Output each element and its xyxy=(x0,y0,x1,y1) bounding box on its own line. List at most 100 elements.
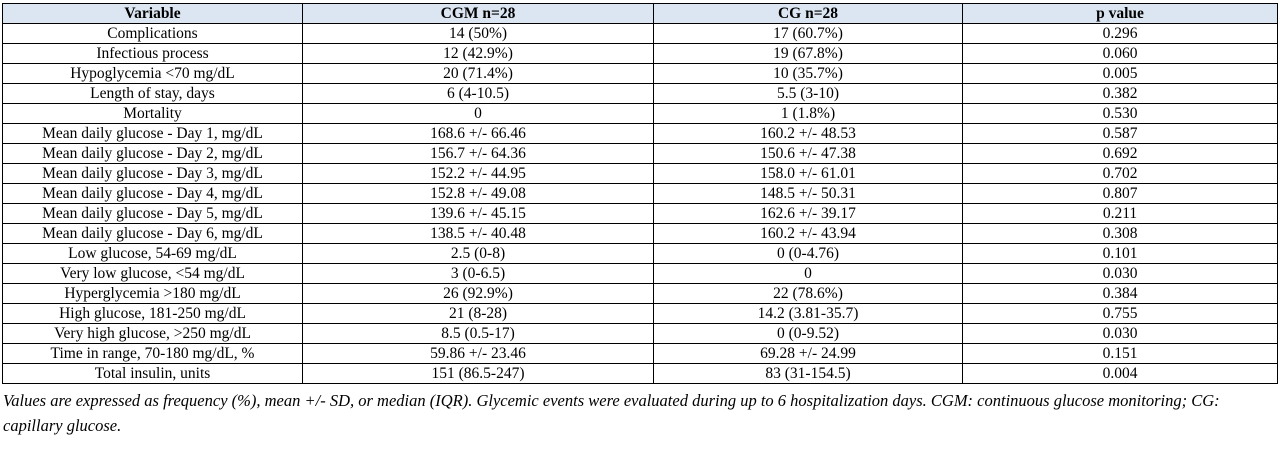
cell-cg: 162.6 +/- 39.17 xyxy=(653,203,963,224)
cell-variable: Length of stay, days xyxy=(2,83,303,104)
cell-cg: 83 (31-154.5) xyxy=(653,363,963,384)
cell-p-value: 0.101 xyxy=(962,243,1278,264)
cell-cg: 1 (1.8%) xyxy=(653,103,963,124)
cell-p-value: 0.005 xyxy=(962,63,1278,84)
cell-variable: Infectious process xyxy=(2,43,303,64)
cell-p-value: 0.530 xyxy=(962,103,1278,124)
cell-cgm: 138.5 +/- 40.48 xyxy=(302,223,654,244)
cell-cgm: 20 (71.4%) xyxy=(302,63,654,84)
cell-p-value: 0.755 xyxy=(962,303,1278,324)
header-row: Variable CGM n=28 CG n=28 p value xyxy=(2,3,1278,24)
table-row: Complications 14 (50%) 17 (60.7%) 0.296 xyxy=(2,23,1278,44)
cell-variable: Mean daily glucose - Day 1, mg/dL xyxy=(2,123,303,144)
table-row: Total insulin, units 151 (86.5-247) 83 (31… xyxy=(2,363,1278,384)
cell-variable: Mean daily glucose - Day 2, mg/dL xyxy=(2,143,303,164)
table-row: Low glucose, 54-69 mg/dL 2.5 (0-8) 0 (0-4.… xyxy=(2,243,1278,264)
table-row: Mean daily glucose - Day 3, mg/dL 152.2 +… xyxy=(2,163,1278,184)
cell-cgm: 8.5 (0.5-17) xyxy=(302,323,654,344)
cell-p-value: 0.692 xyxy=(962,143,1278,164)
cell-p-value: 0.384 xyxy=(962,283,1278,304)
cell-variable: Mean daily glucose - Day 4, mg/dL xyxy=(2,183,303,204)
cell-cg: 158.0 +/- 61.01 xyxy=(653,163,963,184)
cell-cgm: 21 (8-28) xyxy=(302,303,654,324)
cell-cg: 0 xyxy=(653,263,963,284)
cell-cg: 19 (67.8%) xyxy=(653,43,963,64)
table-row: Very low glucose, <54 mg/dL 3 (0-6.5) 0 0.0… xyxy=(2,263,1278,284)
cell-variable: Very low glucose, <54 mg/dL xyxy=(2,263,303,284)
table-row: High glucose, 181-250 mg/dL 21 (8-28) 14.2… xyxy=(2,303,1278,324)
cell-variable: Mean daily glucose - Day 6, mg/dL xyxy=(2,223,303,244)
table-row: Mean daily glucose - Day 2, mg/dL 156.7 +… xyxy=(2,143,1278,164)
cell-variable: Time in range, 70-180 mg/dL, % xyxy=(2,343,303,364)
cell-p-value: 0.211 xyxy=(962,203,1278,224)
cell-cg: 22 (78.6%) xyxy=(653,283,963,304)
table-row: Hyperglycemia >180 mg/dL 26 (92.9%) 22 (78… xyxy=(2,283,1278,304)
cell-cg: 148.5 +/- 50.31 xyxy=(653,183,963,204)
cell-cgm: 168.6 +/- 66.46 xyxy=(302,123,654,144)
header-p-value: p value xyxy=(962,3,1278,24)
cell-p-value: 0.702 xyxy=(962,163,1278,184)
cell-p-value: 0.030 xyxy=(962,263,1278,284)
cell-p-value: 0.296 xyxy=(962,23,1278,44)
cell-cg: 5.5 (3-10) xyxy=(653,83,963,104)
cell-cgm: 12 (42.9%) xyxy=(302,43,654,64)
results-table: Variable CGM n=28 CG n=28 p value Compli… xyxy=(2,3,1278,384)
cell-cgm: 6 (4-10.5) xyxy=(302,83,654,104)
cell-cgm: 156.7 +/- 64.36 xyxy=(302,143,654,164)
cell-p-value: 0.807 xyxy=(962,183,1278,204)
cell-p-value: 0.587 xyxy=(962,123,1278,144)
header-cg: CG n=28 xyxy=(653,3,963,24)
cell-cg: 17 (60.7%) xyxy=(653,23,963,44)
cell-p-value: 0.382 xyxy=(962,83,1278,104)
header-variable: Variable xyxy=(2,3,303,24)
cell-variable: Very high glucose, >250 mg/dL xyxy=(2,323,303,344)
table-row: Mean daily glucose - Day 4, mg/dL 152.8 +… xyxy=(2,183,1278,204)
table-row: Very high glucose, >250 mg/dL 8.5 (0.5-17… xyxy=(2,323,1278,344)
cell-p-value: 0.030 xyxy=(962,323,1278,344)
cell-cgm: 0 xyxy=(302,103,654,124)
cell-p-value: 0.004 xyxy=(962,363,1278,384)
cell-p-value: 0.151 xyxy=(962,343,1278,364)
table-header: Variable CGM n=28 CG n=28 p value xyxy=(2,3,1278,24)
cell-p-value: 0.308 xyxy=(962,223,1278,244)
table-row: Infectious process 12 (42.9%) 19 (67.8%) 0.… xyxy=(2,43,1278,64)
cell-variable: Low glucose, 54-69 mg/dL xyxy=(2,243,303,264)
table-row: Mortality 0 1 (1.8%) 0.530 xyxy=(2,103,1278,124)
cell-cg: 0 (0-4.76) xyxy=(653,243,963,264)
cell-cgm: 2.5 (0-8) xyxy=(302,243,654,264)
cell-variable: Hyperglycemia >180 mg/dL xyxy=(2,283,303,304)
header-cgm: CGM n=28 xyxy=(302,3,654,24)
table-footnote: Values are expressed as frequency (%), m… xyxy=(3,391,1220,435)
table-row: Hypoglycemia <70 mg/dL 20 (71.4%) 10 (35.7… xyxy=(2,63,1278,84)
cell-cgm: 26 (92.9%) xyxy=(302,283,654,304)
cell-cgm: 3 (0-6.5) xyxy=(302,263,654,284)
cell-cg: 160.2 +/- 48.53 xyxy=(653,123,963,144)
cell-cg: 14.2 (3.81-35.7) xyxy=(653,303,963,324)
table-row: Mean daily glucose - Day 6, mg/dL 138.5 +… xyxy=(2,223,1278,244)
cell-cgm: 151 (86.5-247) xyxy=(302,363,654,384)
table-row: Mean daily glucose - Day 5, mg/dL 139.6 +… xyxy=(2,203,1278,224)
cell-variable: Hypoglycemia <70 mg/dL xyxy=(2,63,303,84)
cell-cg: 0 (0-9.52) xyxy=(653,323,963,344)
cell-cg: 69.28 +/- 24.99 xyxy=(653,343,963,364)
cell-variable: Total insulin, units xyxy=(2,363,303,384)
cell-cgm: 14 (50%) xyxy=(302,23,654,44)
cell-cgm: 139.6 +/- 45.15 xyxy=(302,203,654,224)
table-row: Mean daily glucose - Day 1, mg/dL 168.6 +… xyxy=(2,123,1278,144)
results-table-container: Variable CGM n=28 CG n=28 p value Compli… xyxy=(2,0,1279,438)
cell-cg: 160.2 +/- 43.94 xyxy=(653,223,963,244)
cell-cgm: 59.86 +/- 23.46 xyxy=(302,343,654,364)
table-body: Complications 14 (50%) 17 (60.7%) 0.296 Infe… xyxy=(2,23,1278,384)
cell-variable: Mean daily glucose - Day 3, mg/dL xyxy=(2,163,303,184)
cell-cgm: 152.8 +/- 49.08 xyxy=(302,183,654,204)
cell-cg: 150.6 +/- 47.38 xyxy=(653,143,963,164)
table-row: Length of stay, days 6 (4-10.5) 5.5 (3-10)… xyxy=(2,83,1278,104)
cell-variable: Mean daily glucose - Day 5, mg/dL xyxy=(2,203,303,224)
cell-cg: 10 (35.7%) xyxy=(653,63,963,84)
table-row: Time in range, 70-180 mg/dL, % 59.86 +/- … xyxy=(2,343,1278,364)
cell-variable: Mortality xyxy=(2,103,303,124)
cell-cgm: 152.2 +/- 44.95 xyxy=(302,163,654,184)
cell-variable: High glucose, 181-250 mg/dL xyxy=(2,303,303,324)
cell-variable: Complications xyxy=(2,23,303,44)
cell-p-value: 0.060 xyxy=(962,43,1278,64)
